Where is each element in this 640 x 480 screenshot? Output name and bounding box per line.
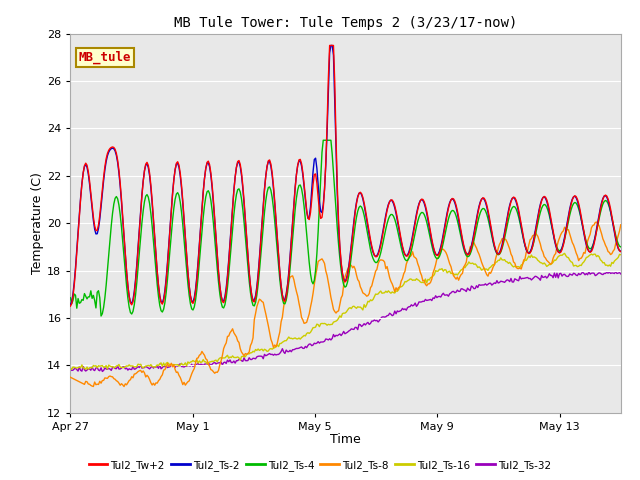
Title: MB Tule Tower: Tule Temps 2 (3/23/17-now): MB Tule Tower: Tule Temps 2 (3/23/17-now… <box>174 16 517 30</box>
Legend: Tul2_Tw+2, Tul2_Ts-2, Tul2_Ts-4, Tul2_Ts-8, Tul2_Ts-16, Tul2_Ts-32: Tul2_Tw+2, Tul2_Ts-2, Tul2_Ts-4, Tul2_Ts… <box>84 456 556 475</box>
Text: MB_tule: MB_tule <box>79 51 131 64</box>
X-axis label: Time: Time <box>330 433 361 446</box>
Y-axis label: Temperature (C): Temperature (C) <box>31 172 44 274</box>
